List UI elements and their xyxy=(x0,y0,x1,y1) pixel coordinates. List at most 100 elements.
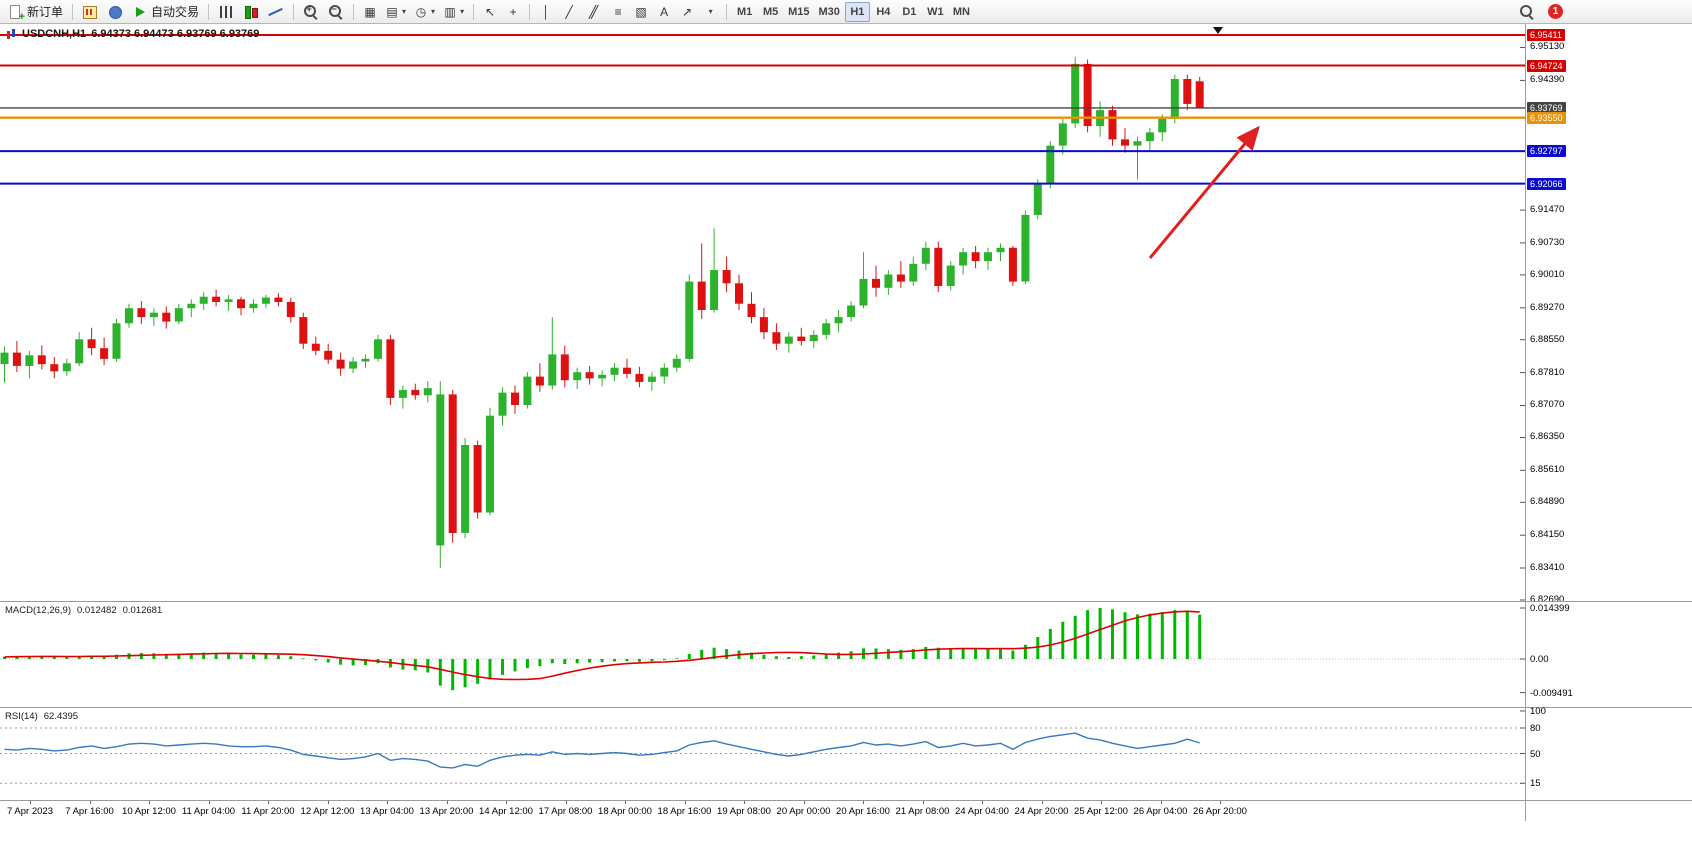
price-chart-panel[interactable]: USDCNH,H1 6.94373 6.94473 6.93769 6.9376… xyxy=(0,24,1692,605)
macd-indicator-panel[interactable]: MACD(12,26,9) 0.012482 0.012681 0.014399… xyxy=(0,601,1692,707)
zoom-out-icon: − xyxy=(328,4,344,20)
fibonacci-button[interactable]: ≡ xyxy=(607,2,629,22)
price-tick: 6.86350 xyxy=(1530,431,1565,443)
tile-windows-icon: ▦ xyxy=(364,4,376,19)
arrows-button[interactable]: ↗ xyxy=(676,2,698,22)
macd-axis-value: 0.014399 xyxy=(1530,602,1570,614)
timeframe-d1-button[interactable]: D1 xyxy=(897,2,922,22)
line-chart-type-button[interactable] xyxy=(264,2,288,22)
time-tick xyxy=(1220,801,1221,804)
caret-icon: ▾ xyxy=(431,7,436,16)
time-axis-label: 24 Apr 20:00 xyxy=(1014,806,1069,817)
autotrading-button[interactable]: 自动交易 xyxy=(128,2,203,22)
timeframe-m1-button[interactable]: M1 xyxy=(732,2,757,22)
support-line-1-price-label: 6.92797 xyxy=(1527,145,1566,158)
candlestick-type-button[interactable] xyxy=(239,2,263,22)
resistance-line-2-price-label: 6.94724 xyxy=(1527,59,1566,72)
time-tick xyxy=(149,801,150,804)
notification-badge[interactable]: 1 xyxy=(1548,4,1563,19)
resistance-line-1-price-label: 6.95411 xyxy=(1527,29,1565,41)
charts-window-button[interactable] xyxy=(78,2,102,22)
pivot-line-price-label: 6.93550 xyxy=(1527,111,1566,124)
caret-icon: ▾ xyxy=(460,7,465,16)
new-chart-icon: ▤ xyxy=(386,4,398,19)
profile-button[interactable] xyxy=(103,2,127,22)
toolbar-separator xyxy=(473,3,475,20)
time-axis-label: 26 Apr 04:00 xyxy=(1133,806,1188,817)
timeframe-m15-button[interactable]: M15 xyxy=(784,2,813,22)
vertical-line-icon: │ xyxy=(542,4,550,19)
macd-axis: 0.014399 0.00 -0.009491 xyxy=(1526,602,1686,707)
timeframe-h4-button[interactable]: H4 xyxy=(871,2,896,22)
price-axis: 6.95411 6.94724 6.93769 6.93550 6.92797 6.920… xyxy=(1526,24,1686,605)
macd-chart[interactable] xyxy=(0,602,1525,707)
time-tick xyxy=(744,801,745,804)
time-axis-label: 13 Apr 20:00 xyxy=(419,806,474,817)
shapes-button[interactable]: ▧ xyxy=(630,2,652,22)
macd-axis-value: -0.009491 xyxy=(1530,687,1573,699)
rsi-label: RSI(14) 62.4395 xyxy=(5,711,78,722)
price-tick: 6.94390 xyxy=(1530,74,1565,86)
time-axis-label: 25 Apr 12:00 xyxy=(1074,806,1128,817)
templates-button[interactable]: ▥ ▾ xyxy=(440,2,468,22)
autotrading-icon xyxy=(132,4,148,20)
time-tick xyxy=(30,801,31,804)
time-tick xyxy=(208,801,210,804)
channel-button[interactable]: ╱╱ xyxy=(581,2,606,22)
new-order-button[interactable]: 新订单 xyxy=(4,2,67,23)
time-axis-label: 20 Apr 00:00 xyxy=(776,806,831,817)
shapes-icon: ▧ xyxy=(635,4,647,19)
time-tick xyxy=(1160,801,1162,804)
time-axis-label: 26 Apr 20:00 xyxy=(1193,806,1247,817)
time-axis-label: 13 Apr 04:00 xyxy=(360,806,414,817)
rsi-name: RSI(14) xyxy=(5,711,38,722)
more-tools-dropdown[interactable]: ▾ xyxy=(699,2,721,22)
timeframe-m5-button[interactable]: M5 xyxy=(758,2,783,22)
toolbar-separator xyxy=(353,3,355,20)
time-axis-label: 19 Apr 08:00 xyxy=(717,806,771,817)
timeframe-w1-button[interactable]: W1 xyxy=(923,2,948,22)
timeframe-h1-button[interactable]: H1 xyxy=(844,1,870,22)
price-tick: 6.90730 xyxy=(1530,236,1565,248)
clock-icon: ◷ xyxy=(415,4,427,19)
toolbar-separator xyxy=(293,3,295,20)
periods-dropdown-button[interactable]: ◷ ▾ xyxy=(411,2,439,22)
text-label-button[interactable]: A xyxy=(653,2,675,22)
new-chart-button[interactable]: ▤ ▾ xyxy=(382,2,410,22)
candlestick-chart[interactable] xyxy=(0,24,1525,601)
time-axis-label: 10 Apr 12:00 xyxy=(122,806,176,817)
bar-chart-type-button[interactable] xyxy=(214,2,238,22)
crosshair-button[interactable]: + xyxy=(502,2,524,22)
chart-symbol-icon xyxy=(6,28,17,40)
chart-ohlc-values: 6.94373 6.94473 6.93769 6.93769 xyxy=(91,28,260,40)
rsi-indicator-panel[interactable]: RSI(14) 62.4395 100 80 50 15 xyxy=(0,707,1692,800)
time-tick xyxy=(982,801,983,804)
price-tick: 6.87810 xyxy=(1530,366,1565,378)
time-axis-label: 18 Apr 00:00 xyxy=(598,806,652,817)
rsi-axis-value: 80 xyxy=(1530,723,1541,734)
timeframe-mn-button[interactable]: MN xyxy=(949,2,974,22)
vertical-line-button[interactable]: │ xyxy=(535,2,557,22)
search-button[interactable] xyxy=(1515,2,1539,22)
caret-icon: ▾ xyxy=(708,7,713,16)
toolbar-separator xyxy=(726,3,728,20)
rsi-chart[interactable] xyxy=(0,708,1525,800)
zoom-in-button[interactable]: + xyxy=(299,2,323,22)
macd-axis-value: 0.00 xyxy=(1530,654,1549,665)
time-axis-label: 14 Apr 12:00 xyxy=(479,806,533,817)
search-icon xyxy=(1519,4,1535,20)
time-axis-label: 21 Apr 08:00 xyxy=(895,806,950,817)
trendline-button[interactable]: ╱ xyxy=(558,2,580,22)
tile-windows-button[interactable]: ▦ xyxy=(359,2,381,22)
timeframe-m30-button[interactable]: M30 xyxy=(814,2,843,22)
price-tick: 6.85610 xyxy=(1530,464,1565,476)
time-tick xyxy=(387,801,388,804)
time-axis-label: 7 Apr 2023 xyxy=(7,806,53,817)
chart-symbol-period: USDCNH,H1 xyxy=(22,28,87,40)
time-axis-label: 18 Apr 16:00 xyxy=(657,806,712,817)
zoom-out-button[interactable]: − xyxy=(324,2,348,22)
price-tick: 6.89270 xyxy=(1530,301,1565,313)
time-axis[interactable]: 7 Apr 2023 7 Apr 16:00 10 Apr 12:00 11 Apr … xyxy=(0,800,1692,820)
rsi-axis: 100 80 50 15 xyxy=(1526,707,1686,800)
cursor-button[interactable]: ↖ xyxy=(479,2,501,22)
